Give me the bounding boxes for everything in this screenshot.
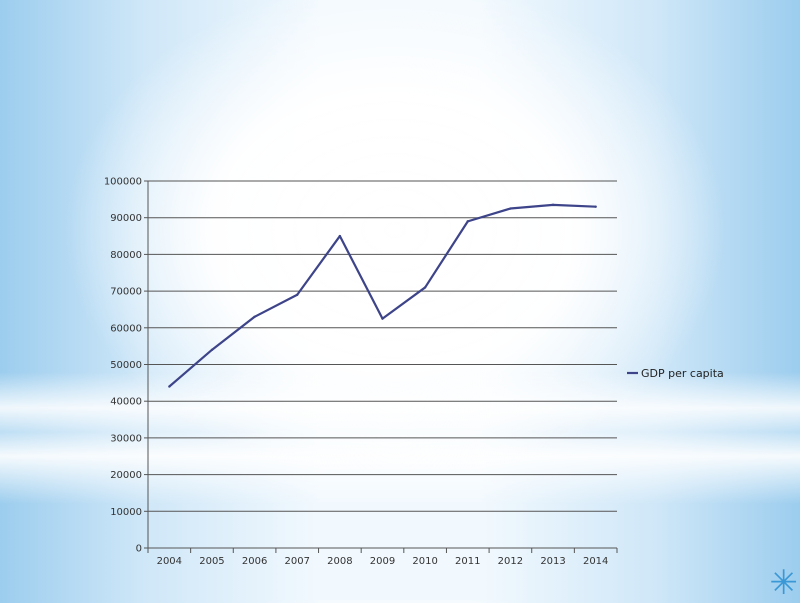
x-tick-label: 2013 (540, 556, 565, 567)
data-point (210, 348, 214, 352)
data-point (296, 293, 299, 296)
legend-label: GDP per capita (641, 367, 724, 380)
x-tick-label: 2014 (583, 556, 608, 567)
x-tick-label: 2008 (327, 556, 352, 567)
x-tick-label: 2009 (370, 556, 395, 567)
y-tick-label: 0 (136, 544, 142, 555)
legend: GDP per capita (627, 367, 724, 380)
data-point (168, 385, 171, 388)
y-tick-label: 90000 (110, 213, 142, 224)
data-point (423, 286, 427, 289)
y-tick-label: 20000 (110, 470, 142, 481)
y-tick-label: 100000 (104, 177, 142, 188)
y-tick-label: 80000 (110, 250, 142, 261)
data-point (509, 207, 512, 210)
x-tick-label: 2004 (157, 556, 182, 567)
x-tick-label: 2007 (285, 556, 310, 567)
x-tick-label: 2010 (412, 556, 437, 567)
data-point (551, 203, 555, 207)
asterisk-icon: ✳ (769, 563, 799, 603)
x-tick-label: 2005 (199, 556, 224, 567)
data-point (381, 317, 384, 320)
data-point (253, 315, 256, 318)
y-axis: 0 10000 20000 30000 40000 50000 60000 70000 8000… (104, 177, 149, 555)
data-point (466, 220, 469, 223)
x-tick-label: 2011 (455, 556, 480, 567)
data-point (594, 205, 597, 208)
data-point (338, 234, 342, 238)
series-layer (168, 203, 597, 388)
y-tick-label: 30000 (110, 433, 142, 444)
y-tick-label: 40000 (110, 397, 142, 408)
y-tick-label: 50000 (110, 360, 142, 371)
x-tick-label: 2012 (498, 556, 523, 567)
series-line (168, 203, 596, 388)
x-axis: 2004 2005 2006 2007 2008 2009 2010 2011 2012 2013… (147, 547, 618, 567)
y-tick-label: 70000 (110, 287, 142, 298)
y-tick-label: 10000 (110, 507, 142, 518)
y-tick-label: 60000 (110, 323, 142, 334)
grid-lines (148, 180, 617, 549)
x-tick-label: 2006 (242, 556, 267, 567)
